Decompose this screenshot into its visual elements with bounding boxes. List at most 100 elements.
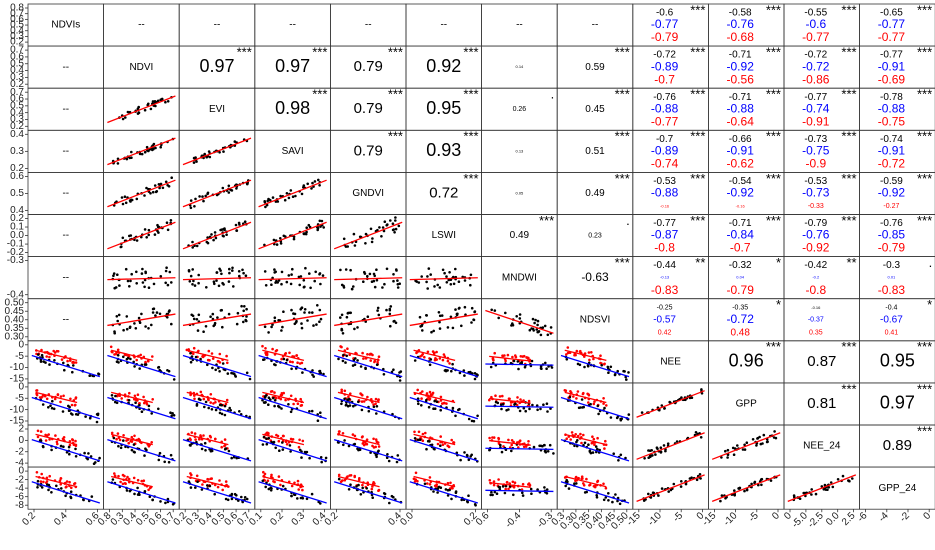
scatter-point bbox=[169, 219, 173, 222]
scatter-point-group-a bbox=[133, 394, 137, 398]
scatter-point bbox=[310, 492, 314, 496]
scatter-point bbox=[396, 286, 400, 289]
scatter-point bbox=[724, 449, 727, 453]
correlation-all: -0.65 bbox=[880, 8, 903, 19]
scatter-point-group-a bbox=[62, 436, 66, 439]
scatter-point bbox=[454, 490, 458, 493]
x-tick-label: -0.4 bbox=[503, 510, 523, 530]
x-tick-label: 0.0 bbox=[824, 510, 842, 528]
scatter-point bbox=[700, 388, 703, 391]
scatter-point-group-a bbox=[492, 480, 496, 483]
fit-line bbox=[107, 137, 176, 166]
scatter-point bbox=[386, 223, 389, 226]
x-tick-label: -2 bbox=[898, 510, 912, 524]
scatter-point bbox=[355, 485, 358, 488]
scatter-point bbox=[643, 457, 646, 460]
scatter-point bbox=[154, 146, 157, 150]
scatter-point bbox=[114, 400, 117, 404]
y-tick-label: 0.6 bbox=[10, 94, 24, 105]
scatter-point-group-a bbox=[202, 434, 205, 437]
scatter-point bbox=[145, 145, 149, 149]
scatter-point bbox=[322, 226, 326, 229]
scatter-point bbox=[489, 365, 493, 369]
scatter-point bbox=[300, 326, 304, 330]
scatter-point bbox=[240, 304, 243, 308]
correlation-all: -0.54 bbox=[729, 176, 752, 187]
scatter-point-group-a bbox=[338, 430, 341, 433]
y-tick-label: -10 bbox=[10, 404, 25, 415]
correlation-all: -0.71 bbox=[729, 92, 752, 103]
significance-stars: *** bbox=[388, 45, 403, 60]
scatter-point bbox=[607, 499, 610, 502]
scatter-point-group-a bbox=[373, 359, 377, 363]
scatter-point bbox=[510, 449, 513, 453]
scatter-point-group-a bbox=[441, 443, 445, 447]
correlation-value: -- bbox=[214, 20, 221, 31]
scatter-point-group-a bbox=[569, 390, 572, 393]
scatter-point bbox=[167, 460, 171, 464]
scatter-point bbox=[371, 237, 374, 240]
scatter-point bbox=[192, 279, 195, 283]
scatter-point-group-a bbox=[428, 398, 431, 401]
scatter-point-group-a bbox=[48, 355, 51, 359]
scatter-point-group-a bbox=[142, 395, 145, 399]
x-tick-label: -6 bbox=[856, 510, 870, 524]
correlation-value: 0.79 bbox=[354, 142, 383, 159]
scatter-point bbox=[197, 397, 201, 401]
correlation-group-a: -0.16 bbox=[736, 203, 746, 208]
significance-stars: . bbox=[626, 213, 630, 228]
scatter-point-group-a bbox=[139, 353, 142, 357]
scatter-point bbox=[720, 494, 724, 497]
scatter-point bbox=[219, 309, 223, 312]
scatter-point bbox=[83, 451, 86, 455]
scatter-point bbox=[271, 276, 274, 280]
scatter-point-group-a bbox=[494, 394, 497, 398]
scatter-point bbox=[352, 404, 355, 408]
scatter-point bbox=[470, 453, 474, 457]
scatter-point bbox=[454, 267, 457, 271]
scatter-point-group-a bbox=[603, 362, 606, 366]
correlation-group-b: -0.76 bbox=[727, 17, 755, 31]
scatter-point-group-a bbox=[115, 437, 118, 441]
scatter-point bbox=[698, 473, 702, 476]
scatter-point-group-a bbox=[273, 391, 276, 394]
scatter-point bbox=[349, 483, 352, 487]
scatter-point bbox=[586, 364, 590, 368]
y-tick-label: 0.30 bbox=[5, 331, 25, 342]
scatter-point bbox=[206, 484, 209, 487]
scatter-point bbox=[473, 503, 477, 506]
fit-line-group-a bbox=[111, 391, 153, 404]
scatter-point-group-a bbox=[419, 355, 422, 358]
scatter-point bbox=[227, 191, 231, 194]
scatter-point bbox=[319, 411, 322, 415]
scatter-point-group-a bbox=[69, 359, 72, 362]
scatter-point bbox=[531, 403, 534, 407]
scatter-point-group-a bbox=[36, 435, 40, 439]
scatter-point bbox=[197, 313, 201, 317]
scatter-point bbox=[71, 370, 74, 374]
scatter-point bbox=[138, 367, 141, 370]
scatter-point bbox=[391, 412, 394, 416]
scatter-point-group-a bbox=[56, 442, 59, 446]
scatter-point bbox=[446, 326, 450, 329]
scatter-point-group-a bbox=[519, 398, 522, 401]
scatter-point bbox=[214, 408, 218, 412]
significance-stars: *** bbox=[841, 213, 856, 228]
scatter-point bbox=[129, 357, 132, 361]
scatter-point-group-a bbox=[206, 477, 209, 481]
scatter-point bbox=[420, 404, 423, 407]
scatter-point bbox=[497, 316, 501, 320]
fit-line-group-a bbox=[489, 355, 531, 362]
scatter-point bbox=[364, 320, 368, 323]
panel-frame bbox=[405, 466, 482, 510]
scatter-point bbox=[151, 498, 154, 502]
significance-stars: *** bbox=[690, 45, 705, 60]
scatter-point-group-a bbox=[73, 482, 76, 486]
scatter-point bbox=[428, 440, 431, 443]
scatter-point bbox=[275, 243, 279, 246]
scatter-point bbox=[159, 145, 162, 149]
significance-stars: *** bbox=[388, 129, 403, 144]
scatter-point bbox=[217, 284, 221, 288]
scatter-point-group-a bbox=[271, 347, 274, 351]
scatter-point bbox=[263, 201, 267, 204]
